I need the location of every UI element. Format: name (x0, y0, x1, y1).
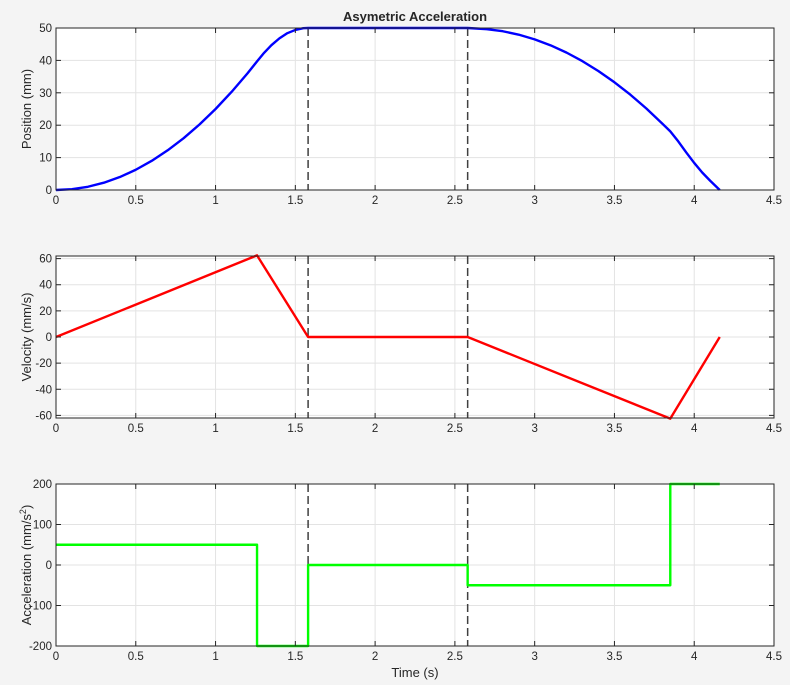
position-xtick-label-3: 1.5 (287, 195, 303, 207)
acceleration-xtick-label-0: 0 (53, 651, 59, 663)
position-ytick-label-4: 40 (39, 55, 52, 67)
position-plot-area (56, 28, 774, 190)
position-xtick-label-1: 0.5 (128, 195, 144, 207)
acceleration-xtick-label-2: 1 (212, 651, 218, 663)
acceleration-xtick-label-8: 4 (691, 651, 698, 663)
velocity-ytick-label-5: 40 (39, 280, 52, 292)
acceleration-xlabel: Time (s) (391, 665, 438, 680)
velocity-ytick-label-1: -40 (35, 384, 52, 396)
position-axes-frame (55, 27, 775, 191)
acceleration-ytick-label-1: -100 (29, 601, 52, 613)
velocity-xtick-label-7: 3.5 (606, 423, 622, 435)
velocity-xtick-label-8: 4 (691, 423, 698, 435)
position-xtick-label-6: 3 (531, 195, 537, 207)
position-xtick-label-8: 4 (691, 195, 698, 207)
acceleration-ytick-label-0: -200 (29, 641, 52, 653)
acceleration-series-line-0 (56, 482, 720, 648)
acceleration-xtick-label-3: 1.5 (287, 651, 303, 663)
velocity-xtick-label-6: 3 (531, 423, 537, 435)
position-ytick-label-1: 10 (39, 153, 52, 165)
position-ylabel: Position (mm) (19, 69, 34, 149)
acceleration-xtick-label-5: 2.5 (447, 651, 463, 663)
acceleration-ytick-label-2: 0 (46, 560, 52, 572)
position-ytick-label-2: 20 (39, 120, 52, 132)
position-ytick-label-0: 0 (46, 185, 52, 197)
velocity-series-line-0 (55, 254, 721, 420)
position-xtick-label-4: 2 (372, 195, 378, 207)
velocity-xtick-label-2: 1 (212, 423, 218, 435)
acceleration-xtick-label-7: 3.5 (606, 651, 622, 663)
position-ytick-label-5: 50 (39, 23, 52, 35)
velocity-ytick-label-3: 0 (46, 332, 52, 344)
position-ytick-label-3: 30 (39, 88, 52, 100)
position-xtick-label-5: 2.5 (447, 195, 463, 207)
position-xtick-label-7: 3.5 (606, 195, 622, 207)
position-xtick-label-0: 0 (53, 195, 59, 207)
velocity-xtick-label-0: 0 (53, 423, 59, 435)
velocity-xtick-label-1: 0.5 (128, 423, 144, 435)
velocity-xtick-label-4: 2 (372, 423, 378, 435)
velocity-xtick-label-5: 2.5 (447, 423, 463, 435)
position-xtick-label-9: 4.5 (766, 195, 782, 207)
acceleration-xtick-label-1: 0.5 (128, 651, 144, 663)
velocity-xtick-label-3: 1.5 (287, 423, 303, 435)
acceleration-xtick-label-6: 3 (531, 651, 537, 663)
position-xtick-label-2: 1 (212, 195, 218, 207)
velocity-xtick-label-9: 4.5 (766, 423, 782, 435)
velocity-ytick-label-6: 60 (39, 254, 52, 266)
position-chart-title: Asymetric Acceleration (343, 9, 487, 24)
acceleration-ytick-label-3: 100 (33, 520, 52, 532)
velocity-ylabel: Velocity (mm/s) (19, 293, 34, 382)
velocity-ytick-label-4: 20 (39, 306, 52, 318)
velocity-ytick-label-2: -20 (35, 358, 52, 370)
acceleration-ytick-label-4: 200 (33, 479, 52, 491)
acceleration-xtick-label-9: 4.5 (766, 651, 782, 663)
acceleration-ylabel: Acceleration (mm/s2) (18, 505, 34, 626)
velocity-ytick-label-0: -60 (35, 410, 52, 422)
acceleration-xtick-label-4: 2 (372, 651, 378, 663)
